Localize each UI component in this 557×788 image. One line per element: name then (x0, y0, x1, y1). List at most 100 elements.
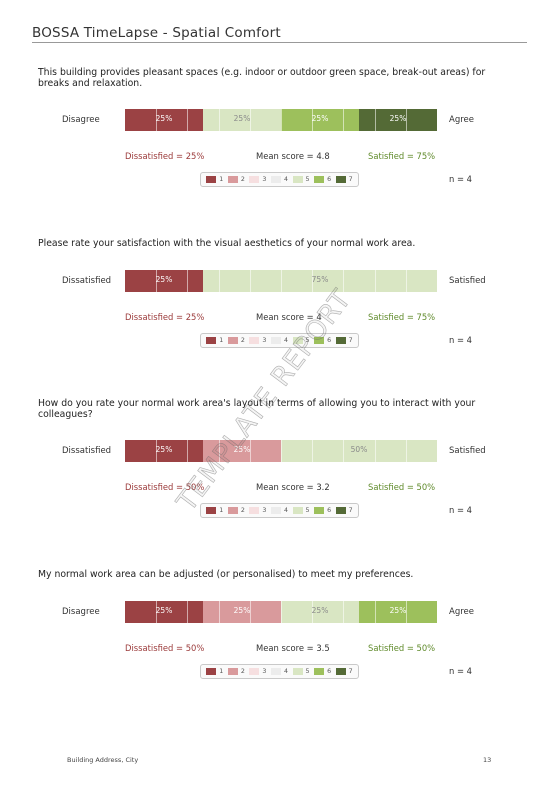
legend-item: 1 (206, 507, 223, 514)
legend-item: 2 (227, 668, 245, 675)
bar-gridline (374, 601, 376, 623)
legend-label: 4 (283, 176, 288, 183)
legend-swatch (206, 507, 217, 514)
legend-label: 4 (283, 668, 288, 675)
bar-segment: 25% (203, 440, 281, 462)
legend-swatch (227, 668, 238, 675)
legend-swatch (314, 668, 325, 675)
stacked-bar: 25% 75% (125, 270, 437, 292)
legend-label: 7 (348, 337, 353, 344)
legend-label: 3 (262, 507, 267, 514)
legend-swatch (227, 176, 238, 183)
bar-gridline (281, 601, 282, 623)
legend-swatch (314, 337, 325, 344)
bar-segment-label: 25% (155, 606, 173, 615)
legend-swatch (335, 176, 346, 183)
bar-gridline (405, 270, 407, 292)
legend-swatch (292, 337, 303, 344)
legend-item: 2 (227, 337, 245, 344)
bar-segment: 25% (359, 109, 437, 131)
legend: 1 2 3 4 5 6 7 (200, 172, 359, 187)
bar-gridline (249, 109, 251, 131)
legend-item: 3 (249, 668, 266, 675)
legend-label: 2 (240, 337, 245, 344)
legend-label: 3 (262, 176, 267, 183)
legend-item: 7 (335, 507, 353, 514)
legend-swatch (292, 507, 303, 514)
satisfied-stat: Satisfied = 75% (368, 151, 436, 161)
legend-label: 3 (262, 337, 267, 344)
legend-item: 5 (292, 337, 310, 344)
legend: 1 2 3 4 5 6 7 (200, 333, 359, 348)
stacked-bar: 25% 25% 25% 25% (125, 109, 437, 131)
legend-label: 1 (219, 176, 224, 183)
bar-segment: 75% (203, 270, 437, 292)
legend-label: 2 (240, 668, 245, 675)
legend-item: 3 (249, 507, 266, 514)
sample-size: n = 4 (449, 666, 472, 676)
legend-swatch (206, 176, 217, 183)
dissatisfied-stat: Dissatisfied = 25% (125, 151, 205, 161)
bar-gridline (312, 109, 314, 131)
bar-gridline (187, 601, 189, 623)
bar-segment-label: 25% (155, 275, 173, 284)
legend-item: 2 (227, 176, 245, 183)
bar-segment-label: 75% (311, 275, 329, 284)
sample-size: n = 4 (449, 505, 472, 515)
page-number: 13 (483, 756, 492, 764)
legend-item: 4 (270, 337, 288, 344)
scale-left-label: Dissatisfied (62, 446, 112, 456)
bar-segment-label: 25% (389, 606, 407, 615)
mean-score-stat: Mean score = 4 (256, 312, 322, 322)
bar-gridline (374, 109, 376, 131)
legend-label: 1 (219, 668, 224, 675)
bar-gridline (312, 440, 314, 462)
scale-left-label: Dissatisfied (62, 276, 112, 286)
legend-item: 2 (227, 507, 245, 514)
bar-segment: 25% (359, 601, 437, 623)
bar-gridline (405, 440, 407, 462)
footer-address: Building Address, City (67, 756, 139, 764)
bar-gridline (312, 601, 314, 623)
legend-swatch (335, 668, 346, 675)
legend-label: 6 (327, 337, 332, 344)
legend-swatch (227, 337, 238, 344)
bar-gridline (281, 270, 282, 292)
legend-swatch (206, 668, 217, 675)
scale-right-label: Satisfied (449, 446, 486, 456)
bar-segment-label: 25% (233, 445, 251, 454)
legend-item: 5 (292, 668, 310, 675)
bar-gridline (374, 440, 376, 462)
question-text: My normal work area can be adjusted (or … (38, 569, 414, 580)
legend-label: 7 (348, 507, 353, 514)
bar-gridline (218, 109, 220, 131)
legend-label: 4 (283, 337, 288, 344)
bar-segment-label: 25% (233, 606, 251, 615)
bar-segment-label: 25% (155, 445, 173, 454)
legend-swatch (314, 507, 325, 514)
bar-segment-label: 25% (311, 606, 329, 615)
legend-item: 4 (270, 176, 288, 183)
question-block: My normal work area can be adjusted (or … (0, 0, 557, 679)
legend-item: 6 (314, 337, 331, 344)
satisfied-stat: Satisfied = 50% (368, 482, 436, 492)
question-block: This building provides pleasant spaces (… (0, 0, 557, 187)
scale-left-label: Disagree (62, 607, 100, 617)
legend-label: 1 (219, 337, 224, 344)
bar-gridline (156, 109, 158, 131)
dissatisfied-stat: Dissatisfied = 50% (125, 482, 205, 492)
legend-label: 6 (327, 507, 332, 514)
bar-gridline (218, 270, 220, 292)
bar-gridline (249, 270, 251, 292)
bar-gridline (374, 270, 376, 292)
bar-gridline (249, 440, 251, 462)
legend-label: 5 (305, 176, 310, 183)
legend-label: 7 (348, 176, 353, 183)
bar-gridline (312, 270, 314, 292)
legend-swatch (249, 507, 260, 514)
dissatisfied-stat: Dissatisfied = 25% (125, 312, 205, 322)
legend-item: 1 (206, 176, 223, 183)
legend-item: 4 (270, 668, 288, 675)
dissatisfied-stat: Dissatisfied = 50% (125, 643, 205, 653)
bar-segment: 25% (281, 109, 359, 131)
